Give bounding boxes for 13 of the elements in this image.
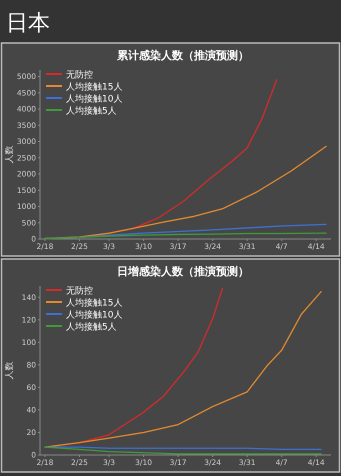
- chart-title: 日增感染人数（推演预测）: [117, 265, 249, 278]
- chart-title: 累计感染人数（推演预测）: [116, 49, 249, 62]
- legend-label: 人均接触5人: [66, 106, 117, 116]
- legend-label: 人均接触5人: [66, 322, 117, 332]
- legend-label: 无防控: [66, 70, 93, 80]
- text: 日本: [6, 11, 50, 36]
- legend-label: 人均接触15人: [66, 298, 122, 308]
- legend-label: 人均接触15人: [66, 82, 122, 92]
- y-axis-title: 人数: [4, 362, 15, 380]
- legend-label: 人均接触10人: [66, 94, 122, 104]
- y-axis-title: 人数: [4, 146, 15, 164]
- legend-label: 人均接触10人: [66, 310, 122, 320]
- legend-label: 无防控: [66, 286, 93, 296]
